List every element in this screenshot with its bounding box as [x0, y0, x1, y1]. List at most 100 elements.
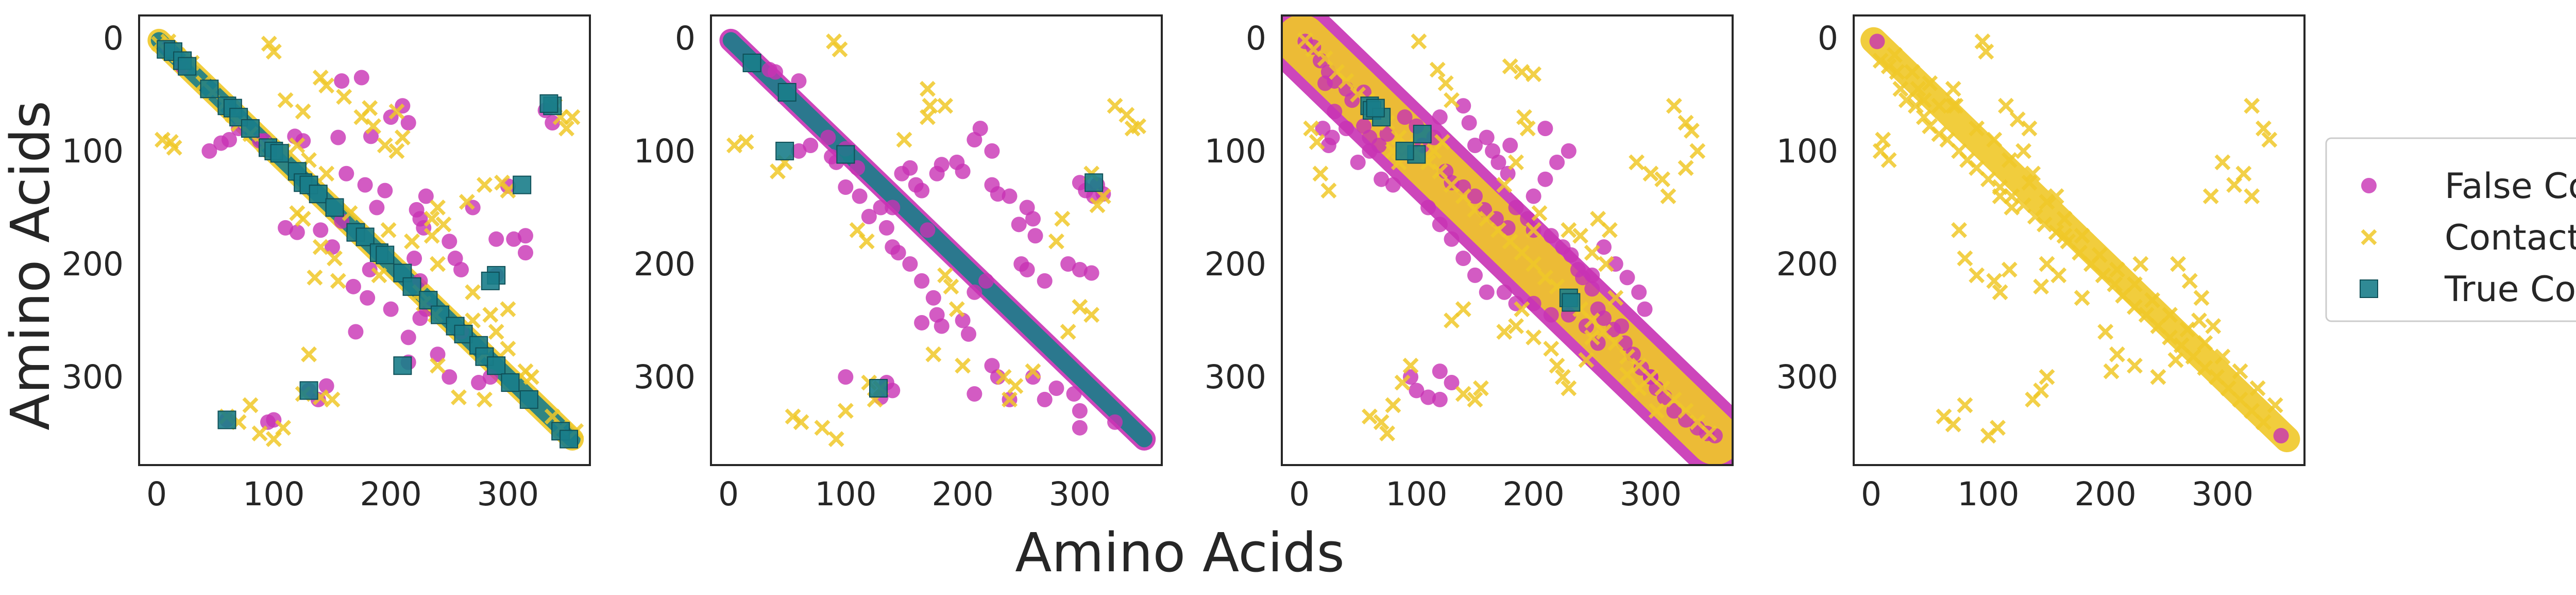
data-point	[1394, 374, 1411, 391]
data-point	[1516, 109, 1532, 125]
data-point	[2162, 329, 2178, 345]
data-point	[1969, 120, 1985, 137]
data-point	[1526, 188, 1541, 204]
data-point	[1309, 134, 1325, 150]
data-point	[1701, 425, 1718, 442]
data-point	[1526, 222, 1542, 238]
data-point	[1467, 391, 1483, 408]
plot-area	[719, 28, 1156, 451]
y-tick-label: 0	[103, 20, 124, 57]
data-point	[1455, 386, 1471, 402]
data-point	[1379, 425, 1396, 442]
data-point	[1455, 98, 1471, 114]
data-point	[2039, 256, 2055, 272]
data-point	[442, 369, 457, 385]
data-point	[1607, 335, 1624, 351]
data-point	[1931, 126, 1947, 142]
data-point	[2209, 369, 2225, 385]
x-tick-label: 200	[1503, 475, 1565, 513]
data-point	[1496, 284, 1512, 300]
data-point	[861, 208, 877, 224]
series-true-contact	[157, 40, 579, 449]
data-point	[430, 199, 446, 216]
data-point	[1526, 256, 1542, 272]
data-point	[1072, 299, 1088, 315]
series-true-contact	[1360, 96, 1581, 312]
data-point	[1502, 58, 1518, 75]
data-point	[1467, 202, 1483, 218]
data-point	[476, 391, 493, 408]
data-point	[1916, 109, 1932, 125]
data-point	[1420, 389, 1436, 405]
data-point	[1317, 50, 1333, 67]
data-point	[1373, 414, 1389, 431]
data-point	[1596, 239, 1612, 255]
legend-label: True Contact	[2444, 269, 2576, 310]
data-point	[1130, 118, 1147, 135]
data-point	[1455, 251, 1471, 267]
data-point	[299, 381, 318, 400]
data-point	[402, 277, 421, 296]
data-point	[325, 239, 340, 255]
data-point	[925, 290, 941, 306]
data-point	[1490, 154, 1506, 170]
data-point	[539, 94, 558, 113]
data-point	[278, 220, 294, 236]
data-point	[324, 391, 341, 408]
data-point	[1397, 109, 1413, 125]
data-point	[955, 357, 971, 374]
legend-label: False Contact	[2445, 166, 2576, 207]
data-point	[1305, 41, 1321, 58]
data-point	[360, 290, 376, 306]
data-point	[885, 200, 901, 216]
data-point	[345, 278, 361, 294]
data-point	[914, 315, 930, 330]
data-point	[2144, 292, 2161, 308]
data-point	[1572, 227, 1589, 244]
legend-item: True Contact	[2360, 269, 2576, 310]
data-point	[2197, 360, 2213, 376]
data-point	[1526, 295, 1541, 311]
data-point	[1508, 154, 1524, 171]
data-point	[1514, 301, 1530, 318]
data-point	[1444, 375, 1460, 391]
data-point	[1037, 391, 1053, 407]
data-point	[1409, 383, 1425, 399]
data-point	[1916, 92, 1932, 108]
data-point	[1467, 137, 1483, 153]
data-point	[937, 97, 954, 114]
y-tick-label: 200	[1205, 245, 1266, 283]
data-point	[1875, 131, 1891, 148]
data-point	[2162, 307, 2178, 323]
data-point	[307, 269, 323, 286]
data-point	[1107, 414, 1123, 430]
data-point	[450, 389, 467, 406]
data-point	[2126, 276, 2143, 292]
data-point	[430, 256, 446, 272]
data-point	[330, 273, 346, 289]
data-point	[1957, 397, 1973, 414]
data-point	[1526, 329, 1542, 345]
data-point	[1374, 171, 1389, 187]
data-point	[2235, 166, 2252, 182]
data-point	[1561, 222, 1577, 238]
data-point	[1467, 188, 1483, 204]
data-point	[1619, 349, 1635, 365]
legend: False Contact Contact Lost True Contact	[2325, 137, 2576, 322]
data-point	[2126, 299, 2143, 315]
data-point	[423, 227, 440, 244]
data-point	[518, 228, 533, 244]
data-point	[275, 420, 292, 436]
data-point	[1054, 210, 1071, 227]
data-point	[1978, 43, 1994, 60]
data-point	[2015, 197, 2032, 213]
data-point	[418, 188, 434, 204]
data-point	[1472, 380, 1489, 396]
panel-frame	[1281, 14, 1734, 466]
x-axis-label: Amino Acids	[1015, 521, 1345, 584]
y-tick-label: 300	[1776, 358, 1838, 396]
data-point	[336, 89, 352, 105]
data-point	[1413, 125, 1432, 144]
data-point	[178, 57, 197, 76]
